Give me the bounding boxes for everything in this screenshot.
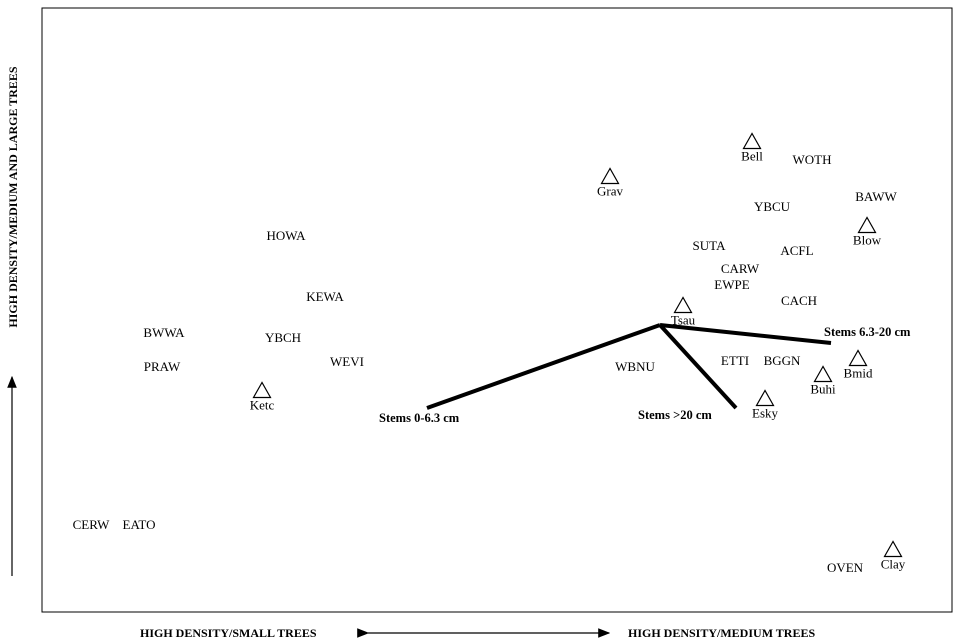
species-label-wbnu: WBNU [615,359,655,374]
species-label-ewpe: EWPE [714,277,749,292]
species-label-kewa: KEWA [306,289,344,304]
site-triangle-bmid [848,349,868,367]
x-axis-label-right: HIGH DENSITY/MEDIUM TREES [628,626,815,640]
site-triangle-bell [742,132,762,150]
species-label-carw: CARW [721,261,760,276]
site-triangle-tsau [673,296,693,314]
site-triangle-ketc [252,381,272,399]
species-label-cerw: CERW [73,517,111,532]
vector-line-stems-20-cm [658,323,738,410]
plot-frame [41,7,953,613]
site-triangle-buhi [813,365,833,383]
species-label-woth: WOTH [793,152,832,167]
sites-layer: Bell Grav Blow Tsau Ketc Bmid Buhi Esky Clay [250,132,906,572]
species-label-praw: PRAW [144,359,181,374]
site-triangle-grav [600,167,620,185]
species-label-baww: BAWW [855,189,897,204]
species-label-ybch: YBCH [265,330,301,345]
vectors-layer: Stems 0-6.3 cm Stems >20 cm Stems 6.3-20 c… [379,323,911,425]
site-label-blow: Blow [853,233,882,248]
site-label-esky: Esky [752,406,779,421]
species-label-wevi: WEVI [330,354,364,369]
species-label-eato: EATO [123,517,156,532]
y-axis: HIGH DENSITY/MEDIUM AND LARGE TREES [6,66,20,576]
y-axis-label: HIGH DENSITY/MEDIUM AND LARGE TREES [6,66,20,327]
site-label-ketc: Ketc [250,398,275,413]
vector-label-stems-20-cm: Stems >20 cm [638,408,712,422]
species-label-bwwa: BWWA [143,325,185,340]
species-label-acfl: ACFL [780,243,813,258]
site-label-grav: Grav [597,184,623,199]
site-label-bmid: Bmid [844,366,873,381]
species-label-cach: CACH [781,293,817,308]
vector-line-stems-0-6-3-cm [426,323,661,410]
species-layer: BWWA PRAW HOWA KEWA YBCH WEVI CERW EATO WOTH BAWW… [73,152,898,575]
site-triangle-esky [755,389,775,407]
site-label-clay: Clay [881,557,906,572]
site-triangle-clay [883,540,903,558]
vector-label-stems-6-3-20-cm: Stems 6.3-20 cm [824,325,911,339]
vector-line-stems-6-3-20-cm [659,323,832,345]
site-label-bell: Bell [741,149,763,164]
species-label-bggn: BGGN [764,353,801,368]
site-label-buhi: Buhi [810,382,836,397]
vector-label-stems-0-6-3-cm: Stems 0-6.3 cm [379,411,460,425]
species-label-howa: HOWA [267,228,307,243]
x-axis: HIGH DENSITY/SMALL TREES HIGH DENSITY/ME… [140,626,815,640]
species-label-oven: OVEN [827,560,864,575]
site-label-tsau: Tsau [671,313,696,328]
x-axis-label-left: HIGH DENSITY/SMALL TREES [140,626,317,640]
species-label-etti: ETTI [721,353,749,368]
site-triangle-blow [857,216,877,234]
species-label-suta: SUTA [693,238,727,253]
species-label-ybcu: YBCU [754,199,791,214]
